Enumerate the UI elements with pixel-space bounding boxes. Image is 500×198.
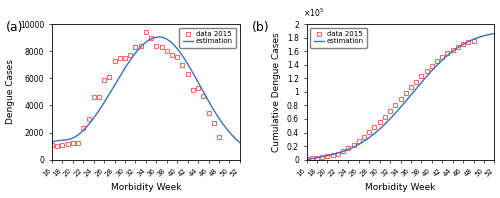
data 2015 <box>154 45 160 47</box>
data 2015 <box>70 142 76 144</box>
data 2015 <box>148 36 154 39</box>
data 2015 <box>122 57 128 59</box>
data 2015 <box>444 52 450 55</box>
data 2015 <box>309 157 315 159</box>
data 2015 <box>319 156 325 158</box>
Line: estimation: estimation <box>306 33 494 160</box>
Text: (a): (a) <box>6 21 24 34</box>
data 2015 <box>361 136 367 138</box>
data 2015 <box>132 46 138 48</box>
data 2015 <box>200 95 206 97</box>
data 2015 <box>455 45 461 48</box>
data 2015 <box>164 50 170 52</box>
X-axis label: Morbidity Week: Morbidity Week <box>110 183 181 192</box>
data 2015 <box>387 110 393 112</box>
estimation <box>394 110 400 113</box>
data 2015 <box>470 40 476 43</box>
estimation <box>204 96 210 99</box>
data 2015 <box>206 112 212 114</box>
estimation <box>232 138 238 140</box>
data 2015 <box>324 155 330 157</box>
data 2015 <box>402 92 408 94</box>
estimation <box>150 37 156 39</box>
estimation <box>156 36 162 38</box>
data 2015 <box>413 81 419 83</box>
data 2015 <box>466 41 471 44</box>
data 2015 <box>60 144 66 147</box>
data 2015 <box>211 122 217 124</box>
Y-axis label: Dengue Cases: Dengue Cases <box>6 59 15 124</box>
data 2015 <box>216 136 222 138</box>
estimation <box>405 97 411 99</box>
data 2015 <box>184 72 190 75</box>
Line: data 2015: data 2015 <box>50 30 222 148</box>
data 2015 <box>174 55 180 58</box>
Legend: data 2015, estimation: data 2015, estimation <box>179 28 236 48</box>
data 2015 <box>460 43 466 46</box>
estimation <box>138 45 144 48</box>
data 2015 <box>340 150 346 153</box>
data 2015 <box>96 96 102 98</box>
Text: (b): (b) <box>252 21 269 34</box>
data 2015 <box>190 89 196 92</box>
data 2015 <box>180 64 186 66</box>
data 2015 <box>408 86 414 89</box>
estimation <box>458 45 464 47</box>
estimation <box>492 32 498 35</box>
Line: data 2015: data 2015 <box>304 39 476 161</box>
data 2015 <box>382 116 388 118</box>
data 2015 <box>440 56 446 58</box>
Legend: data 2015, estimation: data 2015, estimation <box>310 28 368 48</box>
estimation <box>416 85 422 87</box>
data 2015 <box>80 127 86 129</box>
data 2015 <box>101 78 107 81</box>
estimation <box>161 37 167 39</box>
data 2015 <box>392 104 398 107</box>
estimation <box>49 141 55 143</box>
data 2015 <box>346 147 352 149</box>
X-axis label: Morbidity Week: Morbidity Week <box>366 183 436 192</box>
estimation <box>304 158 310 161</box>
Y-axis label: Cumulative Dengue Cases: Cumulative Dengue Cases <box>272 32 281 152</box>
data 2015 <box>376 121 382 123</box>
data 2015 <box>366 131 372 133</box>
data 2015 <box>372 126 378 128</box>
data 2015 <box>54 145 60 147</box>
data 2015 <box>169 54 175 56</box>
data 2015 <box>330 154 336 156</box>
data 2015 <box>304 158 310 160</box>
data 2015 <box>90 96 96 98</box>
data 2015 <box>64 143 70 145</box>
estimation <box>393 111 399 114</box>
data 2015 <box>314 156 320 159</box>
data 2015 <box>356 140 362 142</box>
data 2015 <box>450 49 456 51</box>
data 2015 <box>195 87 201 89</box>
data 2015 <box>429 65 435 67</box>
Line: estimation: estimation <box>52 37 240 143</box>
estimation <box>140 44 145 47</box>
data 2015 <box>418 75 424 77</box>
data 2015 <box>424 70 430 72</box>
data 2015 <box>434 60 440 62</box>
data 2015 <box>117 57 123 59</box>
Text: $\times10^5$: $\times10^5$ <box>303 6 324 19</box>
data 2015 <box>112 59 117 62</box>
estimation <box>487 33 493 36</box>
data 2015 <box>49 144 55 147</box>
data 2015 <box>75 142 81 145</box>
estimation <box>237 141 243 144</box>
data 2015 <box>106 76 112 78</box>
data 2015 <box>128 54 134 56</box>
data 2015 <box>398 98 404 100</box>
data 2015 <box>350 144 356 147</box>
data 2015 <box>138 45 143 48</box>
data 2015 <box>86 118 91 120</box>
data 2015 <box>143 31 149 33</box>
data 2015 <box>158 46 164 48</box>
data 2015 <box>335 152 341 155</box>
